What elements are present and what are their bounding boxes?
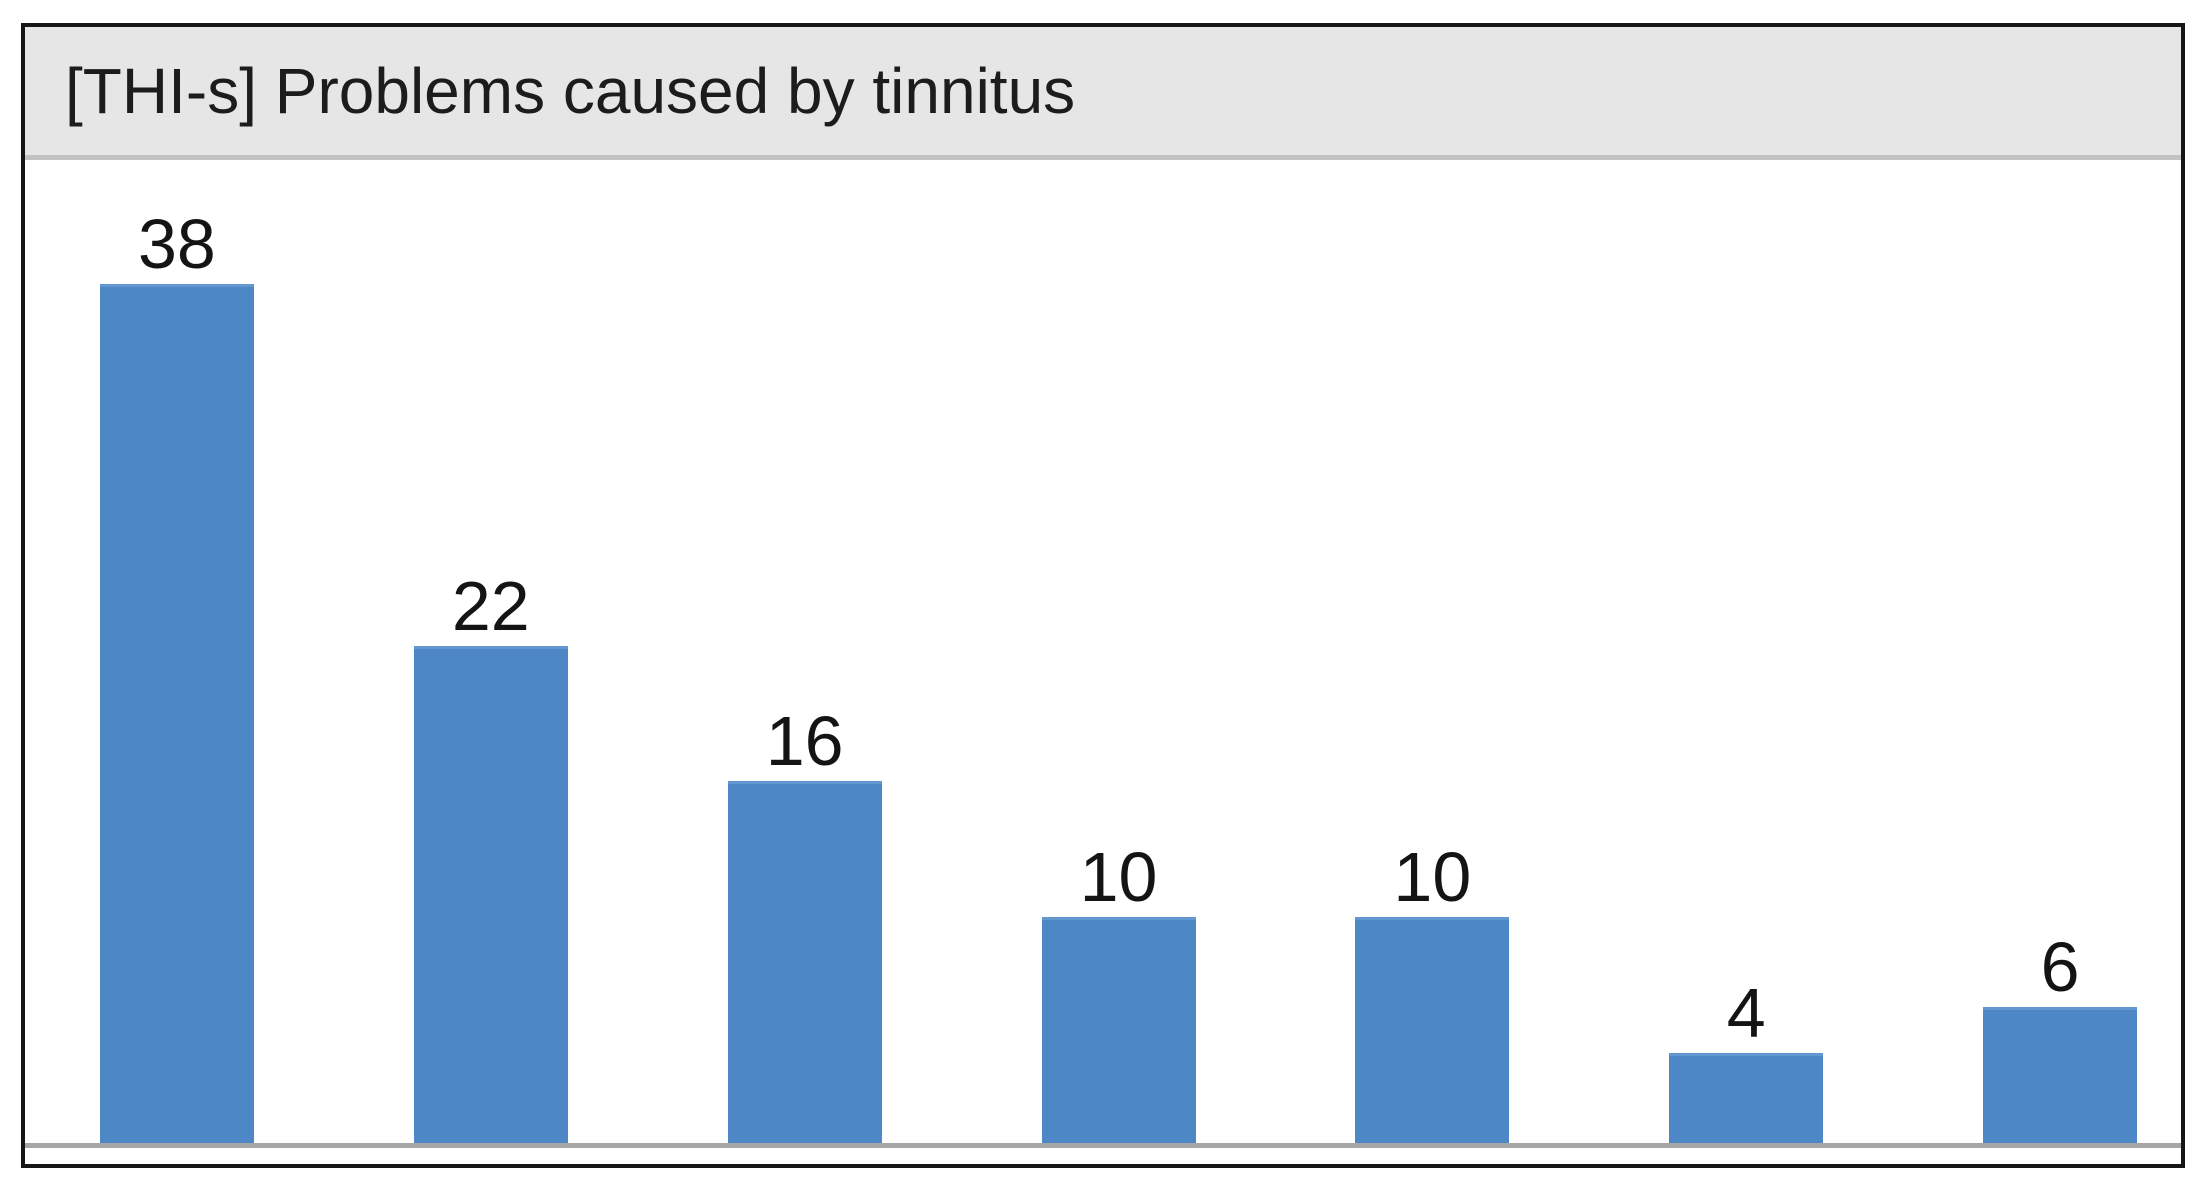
bar-slot: 10 — [962, 165, 1276, 1143]
bar-value-label: 10 — [1079, 838, 1158, 916]
bar — [1355, 917, 1510, 1143]
bar-value-label: 10 — [1393, 838, 1472, 916]
bar-value-label: 16 — [765, 702, 844, 780]
bar — [727, 781, 882, 1143]
bar-slot: 22 — [334, 165, 648, 1143]
bar — [1983, 1007, 2138, 1143]
bar — [413, 646, 568, 1143]
bar — [99, 284, 254, 1143]
chart-panel: [THI-s] Problems caused by tinnitus 38 22… — [21, 23, 2185, 1168]
bars-container: 38 22 16 10 10 4 6 — [20, 165, 2200, 1143]
bar-value-label: 4 — [1726, 974, 1766, 1052]
bar — [1669, 1053, 1824, 1143]
bar-slot: 16 — [648, 165, 962, 1143]
bar-value-label: 38 — [137, 205, 216, 283]
bar-slot: 6 — [1903, 165, 2200, 1143]
bar-value-label: 6 — [2040, 928, 2080, 1006]
plot-area: 38 22 16 10 10 4 6 — [25, 165, 2181, 1164]
bar — [1041, 917, 1196, 1143]
x-axis-line — [25, 1143, 2181, 1148]
bar-value-label: 22 — [451, 567, 530, 645]
bar-slot: 4 — [1589, 165, 1903, 1143]
bar-slot: 38 — [20, 165, 334, 1143]
bar-slot: 10 — [1275, 165, 1589, 1143]
chart-title-bar: [THI-s] Problems caused by tinnitus — [25, 27, 2181, 160]
chart-title: [THI-s] Problems caused by tinnitus — [65, 55, 1076, 127]
